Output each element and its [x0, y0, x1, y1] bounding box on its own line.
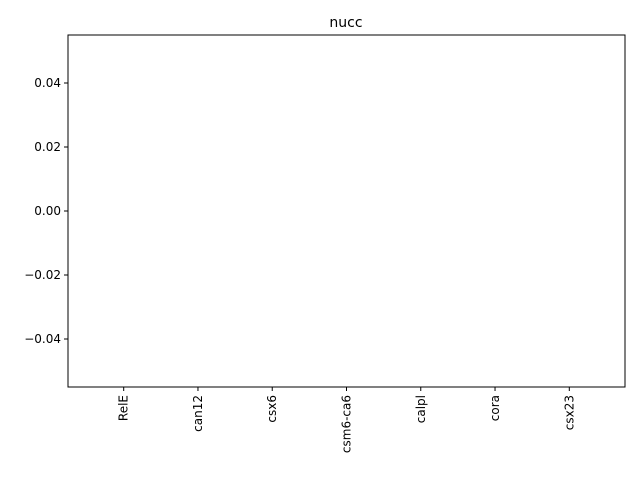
x-tick-label: can12 — [191, 395, 205, 432]
y-tick-label: 0.04 — [34, 76, 61, 90]
y-tick-label: −0.02 — [24, 268, 61, 282]
y-tick-label: −0.04 — [24, 332, 61, 346]
x-tick-label: csx6 — [265, 395, 279, 423]
x-axis: RelE can12 csx6 csm6-ca6 calpl cora csx23 — [117, 387, 576, 453]
y-tick-label: 0.00 — [34, 204, 61, 218]
x-tick-label: cora — [488, 395, 502, 421]
x-tick-label: calpl — [414, 395, 428, 423]
x-tick-label: csm6-ca6 — [340, 395, 354, 453]
y-axis: 0.04 0.02 0.00 −0.02 −0.04 — [24, 76, 68, 346]
x-tick-label: RelE — [117, 395, 131, 421]
x-tick-label: csx23 — [562, 395, 576, 430]
plot-area-frame — [67, 34, 626, 388]
chart-title: nucc — [329, 15, 362, 31]
y-tick-label: 0.02 — [34, 140, 61, 154]
